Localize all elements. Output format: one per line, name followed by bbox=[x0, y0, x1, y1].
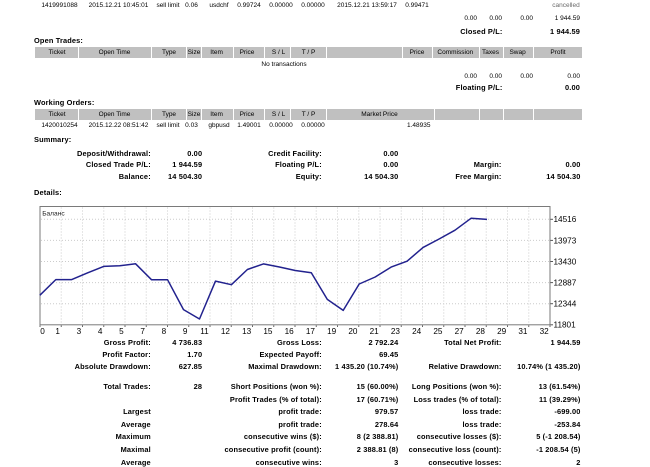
svg-text:13430: 13430 bbox=[554, 257, 577, 266]
svg-text:16: 16 bbox=[285, 327, 295, 336]
svg-text:15: 15 bbox=[263, 327, 273, 336]
svg-text:12887: 12887 bbox=[554, 279, 577, 288]
svg-text:Баланс: Баланс bbox=[42, 211, 65, 218]
svg-text:7: 7 bbox=[140, 327, 145, 336]
svg-text:19: 19 bbox=[327, 327, 337, 336]
svg-text:0: 0 bbox=[40, 327, 45, 336]
svg-text:25: 25 bbox=[433, 327, 443, 336]
svg-text:11801: 11801 bbox=[554, 321, 577, 330]
svg-text:5: 5 bbox=[119, 327, 124, 336]
svg-text:14516: 14516 bbox=[554, 215, 577, 224]
svg-text:31: 31 bbox=[518, 327, 528, 336]
svg-text:12344: 12344 bbox=[554, 300, 577, 309]
svg-text:20: 20 bbox=[348, 327, 358, 336]
svg-text:8: 8 bbox=[162, 327, 167, 336]
svg-text:28: 28 bbox=[476, 327, 486, 336]
svg-text:13: 13 bbox=[242, 327, 252, 336]
svg-text:1: 1 bbox=[55, 327, 60, 336]
svg-text:23: 23 bbox=[391, 327, 401, 336]
svg-text:21: 21 bbox=[370, 327, 380, 336]
svg-text:3: 3 bbox=[77, 327, 82, 336]
svg-text:24: 24 bbox=[412, 327, 422, 336]
svg-text:4: 4 bbox=[98, 327, 103, 336]
svg-text:11: 11 bbox=[200, 327, 209, 336]
svg-text:13973: 13973 bbox=[554, 236, 577, 245]
svg-text:12: 12 bbox=[221, 327, 231, 336]
svg-text:17: 17 bbox=[306, 327, 316, 336]
svg-text:32: 32 bbox=[540, 327, 550, 336]
svg-text:9: 9 bbox=[183, 327, 188, 336]
svg-text:27: 27 bbox=[455, 327, 465, 336]
svg-text:29: 29 bbox=[497, 327, 507, 336]
